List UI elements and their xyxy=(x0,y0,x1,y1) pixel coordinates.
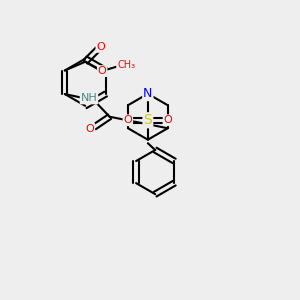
Text: N: N xyxy=(143,87,152,100)
Text: O: O xyxy=(96,42,105,52)
Text: O: O xyxy=(164,115,172,125)
Text: S: S xyxy=(143,113,152,127)
Text: CH₃: CH₃ xyxy=(117,60,135,70)
Text: O: O xyxy=(85,124,94,134)
Text: O: O xyxy=(98,66,106,76)
Text: O: O xyxy=(124,115,132,125)
Text: NH: NH xyxy=(81,94,97,103)
